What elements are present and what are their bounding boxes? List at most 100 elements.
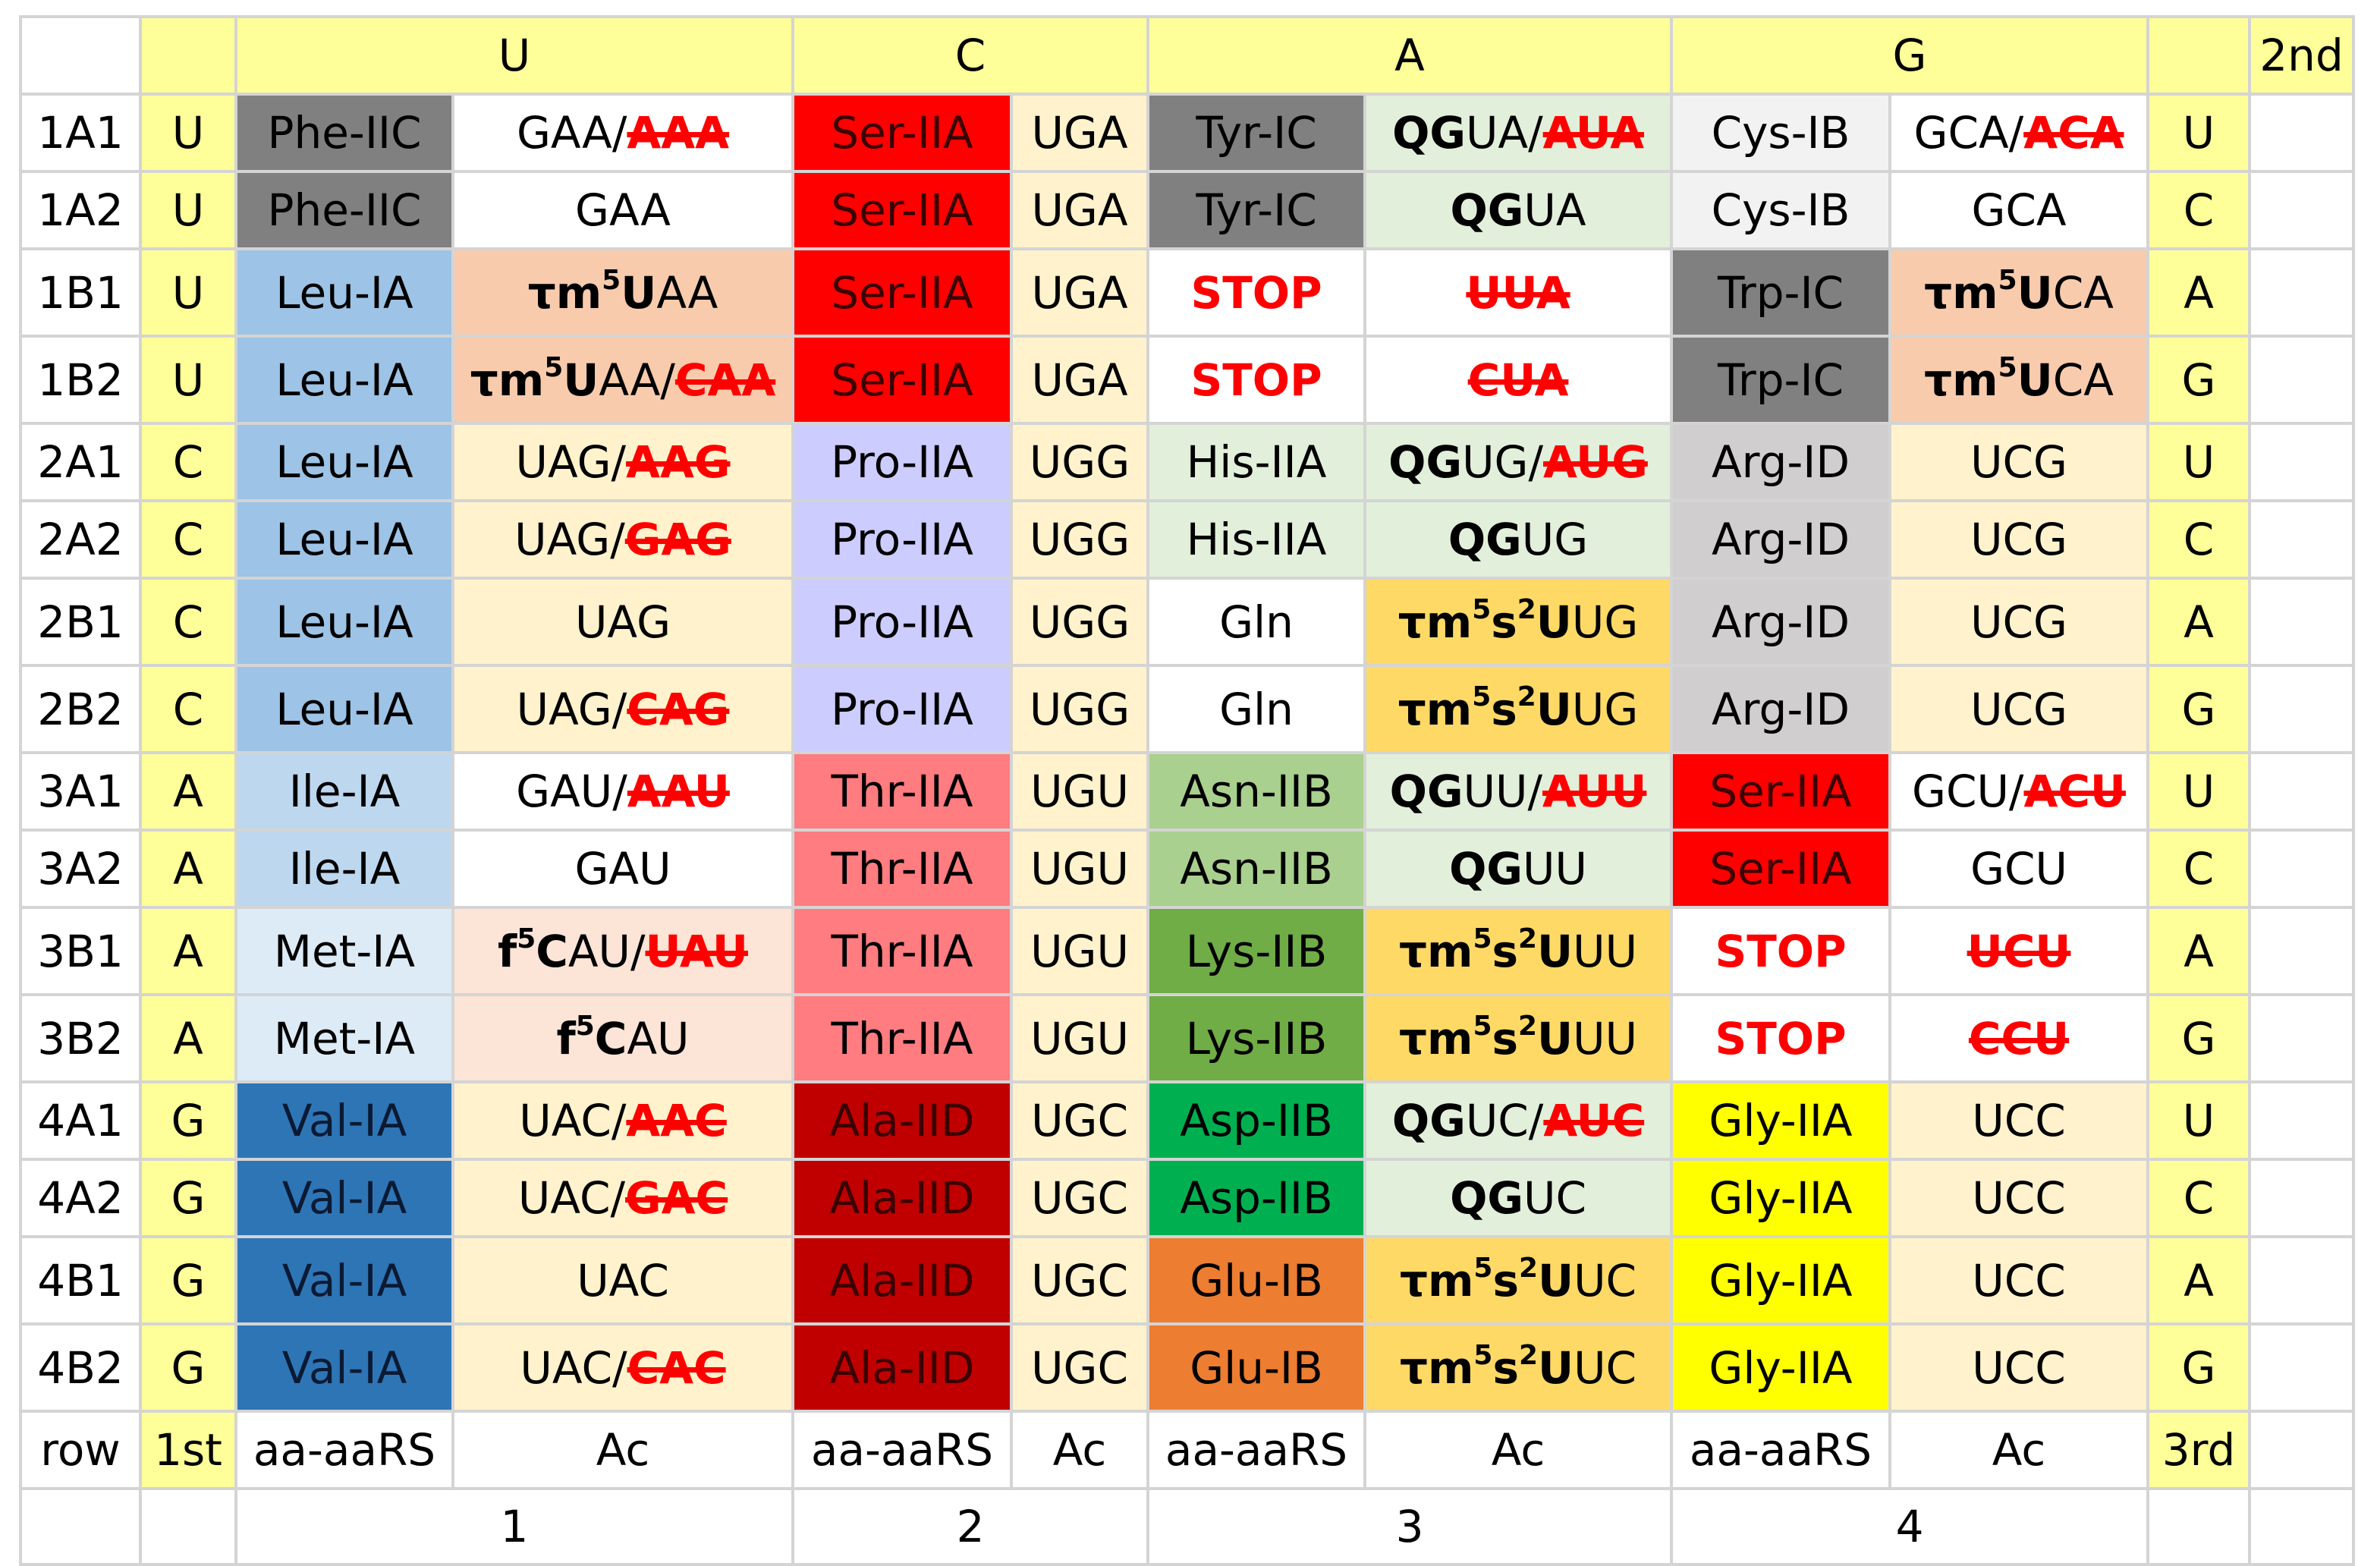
- header-second-label: 2nd: [2248, 15, 2356, 96]
- modification-index: 5: [1473, 1339, 1493, 1371]
- third-base: C: [2146, 499, 2252, 580]
- column-number-row: 1 2 3 4: [19, 1487, 2356, 1566]
- anticodon-segment: UAG/: [514, 514, 625, 565]
- anticodon-segment: AU/: [567, 925, 646, 977]
- row-id: 4A2: [19, 1158, 142, 1238]
- anticodon-segment: UAG: [574, 596, 671, 648]
- column-number-2: 2: [791, 1487, 1150, 1566]
- excluded-anticodon: CAC: [627, 1341, 726, 1394]
- excluded-anticodon: GAC: [625, 1172, 728, 1224]
- anticodon-segment: UGC: [1031, 1254, 1128, 1307]
- modification-index: 5: [1473, 1252, 1493, 1284]
- anticodon-segment: GCU: [1970, 843, 2067, 895]
- anticodon-segment: U: [1538, 1341, 1574, 1394]
- third-base: G: [2146, 664, 2252, 754]
- anticodon: CUA: [1363, 335, 1674, 425]
- modification-index: 5: [575, 1010, 595, 1042]
- anticodon: GCA/ACA: [1888, 93, 2150, 173]
- third-base: U: [2146, 751, 2252, 832]
- row-id: 1A1: [19, 93, 142, 173]
- amino-acid-class: Tyr-IC: [1146, 93, 1367, 173]
- anticodon-segment: U: [2017, 354, 2053, 406]
- modification-index: 2: [1518, 1010, 1538, 1042]
- amino-acid-class: Leu-IA: [234, 247, 454, 338]
- excluded-anticodon: AAU: [627, 766, 730, 817]
- blank-cell: [2248, 1487, 2356, 1566]
- anticodon-segment: UG: [1521, 514, 1589, 565]
- anticodon: UGU: [1010, 993, 1150, 1083]
- anticodon: f5CAU/UAU: [451, 906, 795, 996]
- amino-acid-class: Leu-IA: [234, 422, 454, 502]
- anticodon-segment: UGC: [1031, 1172, 1128, 1224]
- amino-acid-class: Ala-IID: [791, 1158, 1014, 1238]
- anticodon: τm5UCA: [1888, 335, 2150, 425]
- anticodon-segment: CA: [2052, 354, 2114, 406]
- anticodon-segment: CA: [2052, 266, 2114, 319]
- codon-row: 3A2 A Ile-IA GAU Thr-IIA UGU Asn-IIB QGUU Ser-II…: [19, 829, 2356, 909]
- anticodon-segment: τm: [1399, 1254, 1474, 1307]
- codon-row: 1B2 U Leu-IA τm5UAA/CAA Ser-IIA UGA STOP CUA Trp…: [19, 335, 2356, 425]
- row-id: 3B2: [19, 993, 142, 1083]
- anticodon-segment: QG: [1388, 436, 1463, 488]
- anticodon-segment: τm: [470, 354, 545, 406]
- amino-acid-class: Leu-IA: [234, 577, 454, 667]
- stop-codon-label: STOP: [1670, 906, 1892, 996]
- amino-acid-class: Ala-IID: [791, 1080, 1014, 1161]
- anticodon: GCA: [1888, 170, 2150, 250]
- anticodon: UAC: [451, 1235, 795, 1325]
- first-base: C: [139, 499, 237, 580]
- amino-acid-class: Val-IA: [234, 1235, 454, 1325]
- amino-acid-class: Asn-IIB: [1146, 751, 1367, 832]
- anticodon-segment: UGU: [1030, 1012, 1129, 1064]
- anticodon-segment: UU: [1523, 843, 1587, 895]
- anticodon: τm5s2UUG: [1363, 664, 1674, 754]
- amino-acid-class: Lys-IIB: [1146, 906, 1367, 996]
- amino-acid-class: Glu-IB: [1146, 1235, 1367, 1325]
- anticodon: UGG: [1010, 577, 1150, 667]
- amino-acid-class: Cys-IB: [1670, 170, 1892, 250]
- anticodon-segment: UG/: [1462, 436, 1544, 488]
- anticodon: UAC/AAC: [451, 1080, 795, 1161]
- anticodon-segment: UAG/: [516, 683, 627, 735]
- anticodon-segment: U: [1537, 925, 1574, 977]
- anticodon-segment: τm: [527, 266, 602, 319]
- codon-row: 1A2 U Phe-IIC GAA Ser-IIA UGA Tyr-IC QGUA Cys-IB…: [19, 170, 2356, 250]
- anticodon: UAG: [451, 577, 795, 667]
- stop-codon-label: STOP: [1146, 335, 1367, 425]
- anticodon-segment: GAU: [574, 843, 671, 895]
- first-base: U: [139, 170, 237, 250]
- anticodon-segment: UCG: [1970, 596, 2067, 648]
- third-base: G: [2146, 993, 2252, 1083]
- third-base: A: [2146, 247, 2252, 338]
- amino-acid-class: Ser-IIA: [791, 170, 1014, 250]
- anticodon-segment: UAC: [577, 1254, 669, 1307]
- anticodon: QGUA: [1363, 170, 1674, 250]
- anticodon: UGA: [1010, 93, 1150, 173]
- amino-acid-class: Ser-IIA: [791, 93, 1014, 173]
- codon-row: 2B1 C Leu-IA UAG Pro-IIA UGG Gln τm5s2UUG Arg-ID…: [19, 577, 2356, 667]
- anticodon-segment: UCC: [1972, 1341, 2066, 1394]
- anticodon-segment: U: [563, 354, 599, 406]
- modification-index: 5: [1473, 1010, 1492, 1042]
- excluded-anticodon: AUA: [1542, 107, 1644, 159]
- anticodon: UGU: [1010, 906, 1150, 996]
- anticodon-segment: GCA: [1971, 184, 2067, 236]
- first-base: U: [139, 335, 237, 425]
- header-row: U C A G 2nd: [19, 15, 2356, 96]
- modification-index: 5: [517, 923, 536, 954]
- amino-acid-class: Leu-IA: [234, 664, 454, 754]
- footer-third-label: 3rd: [2146, 1410, 2252, 1490]
- anticodon: QGUG/AUG: [1363, 422, 1674, 502]
- anticodon-segment: QG: [1450, 1172, 1523, 1224]
- row-id: 2B1: [19, 577, 142, 667]
- anticodon: UGG: [1010, 499, 1150, 580]
- row-blank: [2248, 577, 2356, 667]
- amino-acid-class: Glu-IB: [1146, 1322, 1367, 1413]
- amino-acid-class: Ile-IA: [234, 751, 454, 832]
- header-second-base-c: C: [791, 15, 1150, 96]
- excluded-anticodon: CUA: [1467, 354, 1569, 406]
- anticodon-segment: τm: [1398, 1012, 1473, 1064]
- anticodon-segment: τm: [1924, 266, 1998, 319]
- row-id: 2B2: [19, 664, 142, 754]
- excluded-anticodon: ACA: [2023, 107, 2124, 159]
